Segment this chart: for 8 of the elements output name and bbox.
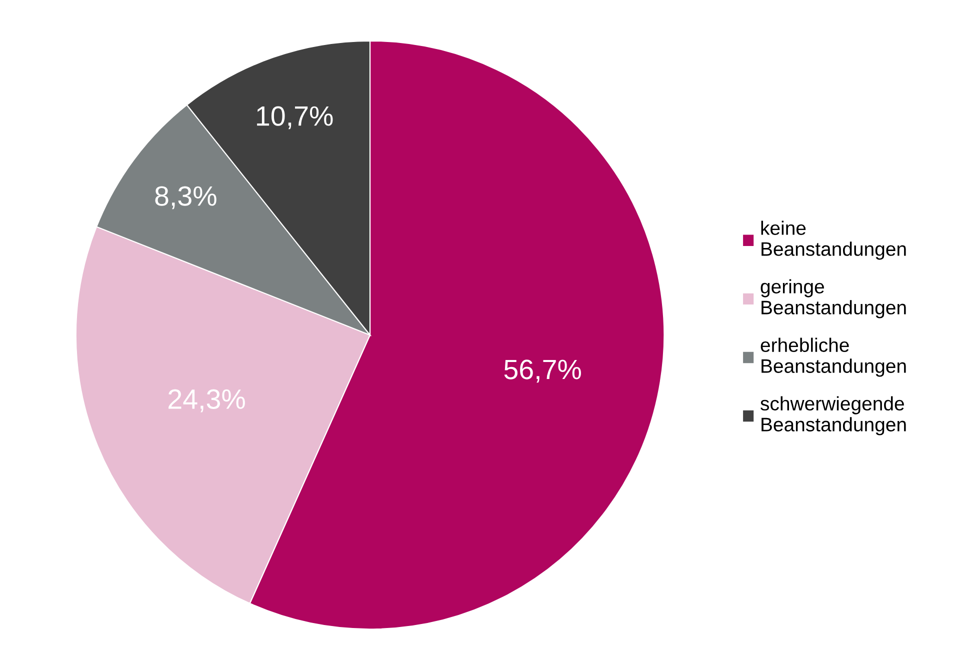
data-label: 10,7%	[257, 106, 333, 130]
data-label: 56,7%	[504, 360, 581, 383]
legend-label: keine Beanstandungen	[761, 220, 906, 260]
data-label: 8,3%	[155, 186, 216, 210]
legend-label: erhebliche Beanstandungen	[760, 338, 906, 377]
legend-label: schwerwiegende Beanstandungen	[760, 396, 906, 436]
legend-label: geringe Beanstandungen	[760, 279, 906, 318]
data-label: 24,3%	[168, 389, 245, 412]
